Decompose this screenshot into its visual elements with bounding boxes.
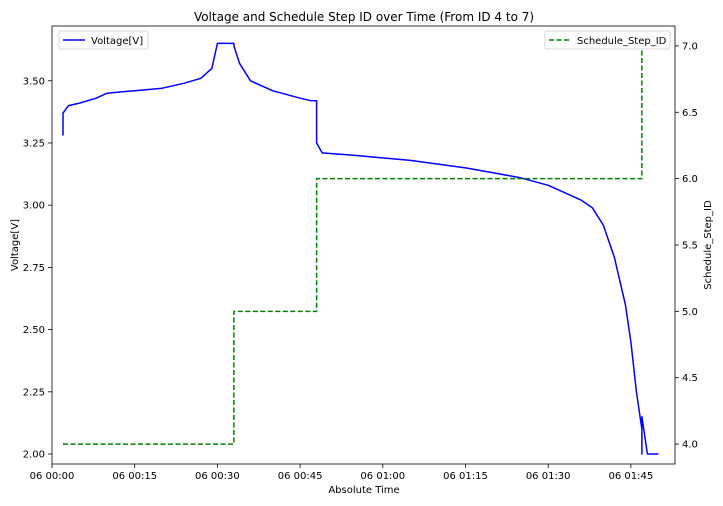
y-left-tick-label: 2.00 [23, 450, 45, 461]
legend-voltage-label: Voltage[V] [91, 36, 143, 47]
y-right-tick-label: 4.5 [682, 373, 698, 384]
schedule-step-line [63, 45, 643, 445]
x-tick-label: 06 00:45 [278, 471, 323, 482]
x-tick-label: 06 01:45 [609, 471, 654, 482]
x-tick-label: 06 01:00 [360, 471, 405, 482]
y-right-tick-label: 5.5 [682, 241, 698, 252]
x-tick-label: 06 01:15 [443, 471, 488, 482]
y-left-tick-label: 2.75 [23, 263, 45, 274]
y-right-axis-label: Schedule_Step_ID [703, 200, 714, 290]
y-left-tick-label: 2.25 [23, 387, 45, 398]
y-right-tick-label: 6.5 [682, 108, 698, 119]
y-left-tick-label: 3.50 [23, 76, 45, 87]
x-axis-label: Absolute Time [328, 485, 399, 496]
y-left-tick-label: 3.00 [23, 201, 45, 212]
legend-schedule-box [544, 30, 671, 50]
legend-schedule: Schedule_Step_ID [544, 30, 671, 50]
y-right-tick-label: 5.0 [682, 307, 698, 318]
y-left-tick-label: 2.50 [23, 325, 45, 336]
y-left-tick-label: 3.25 [23, 138, 45, 149]
y-right-tick-label: 7.0 [682, 41, 698, 52]
voltage-line [62, 42, 659, 455]
legend-schedule-label: Schedule_Step_ID [577, 36, 667, 47]
y-right-axis-ticks: 4.0 4.5 5.0 5.5 6.0 6.5 7.0 [675, 41, 698, 451]
legend-voltage: Voltage[V] [58, 30, 149, 50]
y-right-tick-label: 6.0 [682, 174, 698, 185]
y-left-axis-label: Voltage[V] [10, 219, 21, 271]
legend-voltage-box [58, 30, 149, 50]
x-tick-label: 06 00:00 [30, 471, 75, 482]
series-layer [62, 42, 659, 455]
y-right-tick-label: 4.0 [682, 440, 698, 451]
x-tick-label: 06 00:15 [112, 471, 157, 482]
x-tick-label: 06 00:30 [195, 471, 240, 482]
chart-title: Voltage and Schedule Step ID over Time (… [194, 10, 534, 24]
y-left-axis-ticks: 2.00 2.25 2.50 2.75 3.00 3.25 3.50 [23, 76, 52, 461]
x-axis-ticks: 06 00:00 06 00:15 06 00:30 06 00:45 06 01:00… [30, 464, 654, 482]
x-tick-label: 06 01:30 [526, 471, 571, 482]
